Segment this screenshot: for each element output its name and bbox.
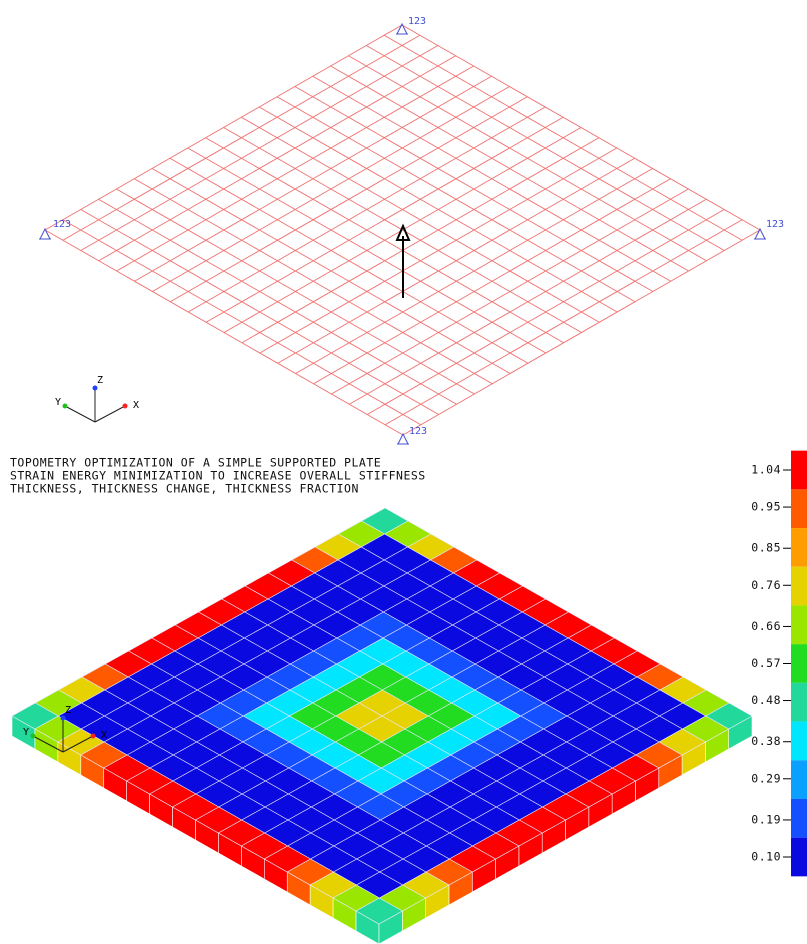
axis-label: X bbox=[101, 730, 107, 741]
axis-dot bbox=[93, 386, 98, 391]
legend-label: 0.19 bbox=[751, 812, 781, 826]
legend-label: 0.48 bbox=[751, 693, 781, 707]
legend-label: 0.38 bbox=[751, 734, 781, 748]
legend-band bbox=[791, 760, 807, 799]
legend-label: 0.66 bbox=[751, 619, 781, 633]
legend-band bbox=[791, 644, 807, 683]
screenshot: 123 123 123 123 Z X Y TOPOMETRY OPTIMIZATION O… bbox=[0, 0, 807, 944]
axis-dot bbox=[31, 734, 36, 739]
legend-label: 0.76 bbox=[751, 578, 781, 592]
legend-band bbox=[791, 838, 807, 877]
support-label: 123 bbox=[53, 219, 71, 230]
legend-label: 0.85 bbox=[751, 541, 781, 555]
legend-label: 0.10 bbox=[751, 850, 781, 864]
legend-label: 0.95 bbox=[751, 500, 781, 514]
legend-band bbox=[791, 528, 807, 567]
page: 123 123 123 123 Z X Y TOPOMETRY OPTIMIZATION O… bbox=[0, 0, 807, 944]
legend-label: 0.57 bbox=[751, 656, 781, 670]
axis-dot bbox=[63, 404, 68, 409]
support-icon bbox=[397, 434, 409, 444]
axis-label: Z bbox=[97, 375, 103, 386]
axis-dot bbox=[91, 734, 96, 739]
legend-band bbox=[791, 799, 807, 838]
axis-y bbox=[65, 406, 95, 422]
axis-x bbox=[95, 406, 125, 422]
axis-label: Y bbox=[55, 397, 61, 408]
legend-label: 1.04 bbox=[751, 463, 781, 477]
axis-dot bbox=[123, 404, 128, 409]
support-label: 123 bbox=[408, 16, 426, 27]
legend-label: 0.29 bbox=[751, 771, 781, 785]
legend-band bbox=[791, 489, 807, 528]
axis-dot bbox=[61, 716, 66, 721]
legend-band bbox=[791, 683, 807, 722]
title-line: TOPOMETRY OPTIMIZATION OF A SIMPLE SUPPO… bbox=[10, 456, 381, 470]
axis-label: Z bbox=[65, 705, 71, 716]
legend-band bbox=[791, 722, 807, 761]
legend-band bbox=[791, 567, 807, 606]
support-label: 123 bbox=[409, 426, 427, 437]
axis-label: Y bbox=[23, 727, 29, 738]
bottom-view: TOPOMETRY OPTIMIZATION OF A SIMPLE SUPPO… bbox=[10, 451, 807, 944]
axis-label: X bbox=[133, 400, 139, 411]
support-label: 123 bbox=[766, 219, 784, 230]
title-line: STRAIN ENERGY MINIMIZATION TO INCREASE O… bbox=[10, 469, 426, 483]
legend-band bbox=[791, 451, 807, 490]
title-line: THICKNESS, THICKNESS CHANGE, THICKNESS F… bbox=[10, 482, 359, 496]
legend-band bbox=[791, 605, 807, 644]
top-view: 123 123 123 123 Z X Y bbox=[39, 16, 784, 444]
